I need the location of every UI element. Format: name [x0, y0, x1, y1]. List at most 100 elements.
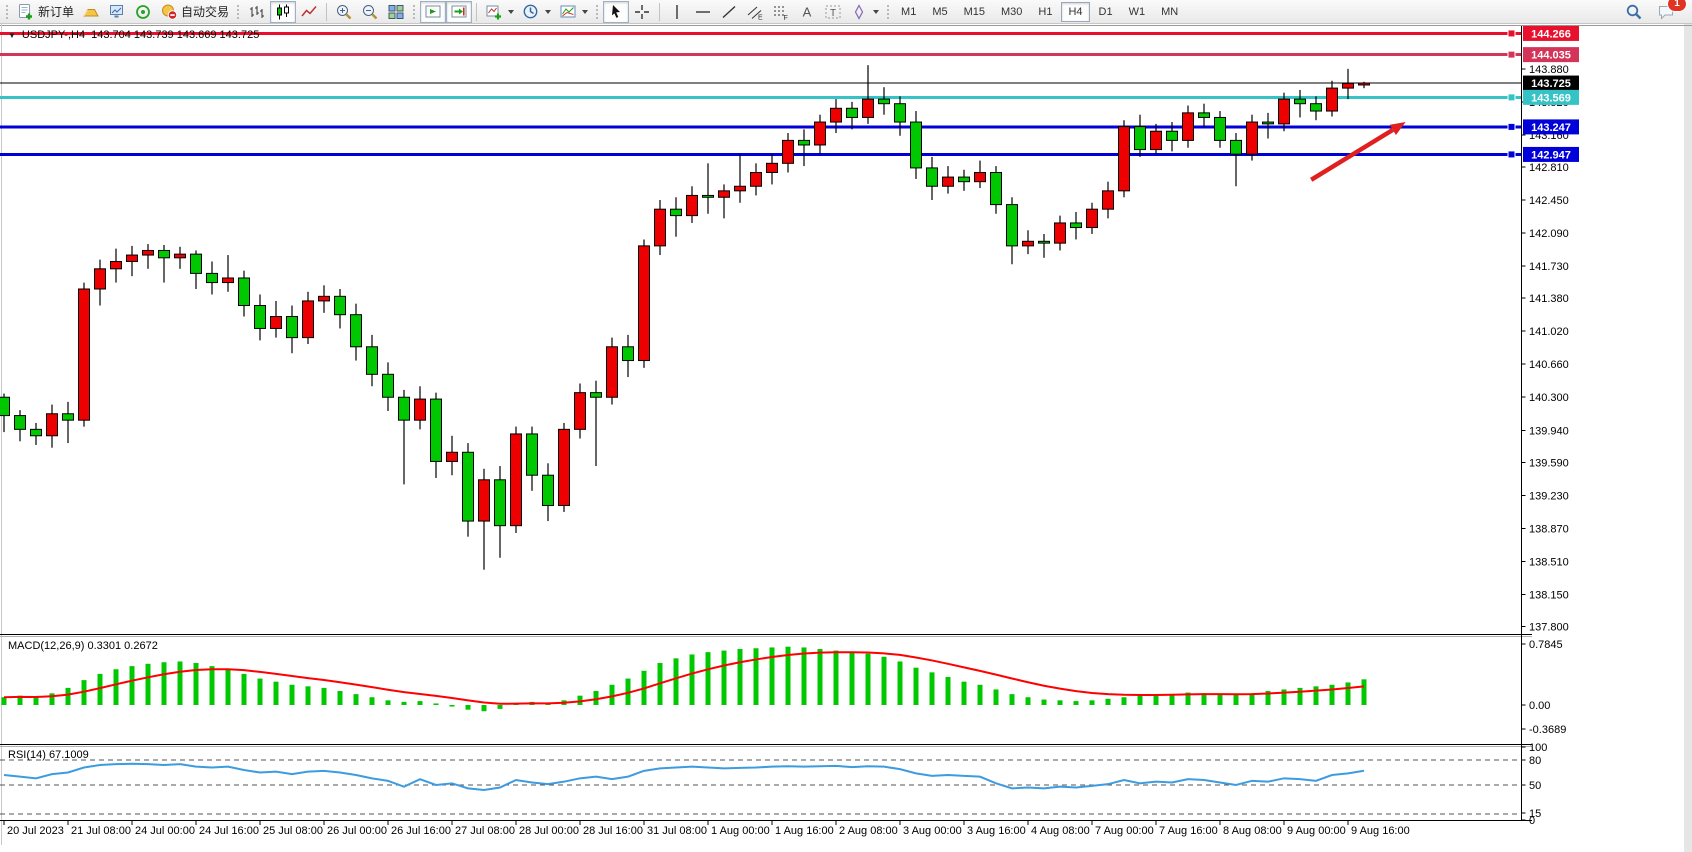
candle-body [830, 107, 842, 123]
zoom-in-button[interactable] [331, 1, 357, 23]
candle-body [1182, 112, 1194, 141]
macd-bar [897, 661, 903, 705]
tile-windows-icon [388, 4, 404, 19]
trendline-tool-button[interactable] [716, 1, 742, 23]
zoom-out-button[interactable] [357, 1, 383, 23]
search-button[interactable] [1621, 1, 1647, 23]
time-axis[interactable]: 20 Jul 2023 21 Jul 08:00 24 Jul 00:00 24 Ju… [3, 820, 1410, 838]
macd-bar [225, 669, 231, 705]
price-tick-label: 141.380 [1529, 293, 1569, 305]
candle-body [1246, 121, 1258, 155]
date-tick-label: 25 Jul 08:00 [263, 825, 323, 837]
toolbar-separator [476, 2, 478, 21]
timeframe-toolbar: M1 M5 M15 M30 H1 H4 D1 W1 MN [894, 1, 1185, 22]
macd-bar [337, 691, 343, 705]
macd-bar [1313, 686, 1319, 705]
text-label-tool-button[interactable]: T [820, 1, 846, 23]
timeframe-button-w1[interactable]: W1 [1122, 2, 1153, 22]
text-tool-button[interactable]: A [794, 1, 820, 23]
timeframe-button-d1[interactable]: D1 [1092, 2, 1120, 22]
candle-body [1022, 240, 1034, 247]
tile-windows-button[interactable] [383, 1, 409, 23]
candle-body [478, 479, 490, 522]
line-anchor[interactable] [1507, 29, 1516, 38]
ohlc-collapse-icon[interactable]: ▼ [8, 30, 16, 40]
rsi-tick-label: 15 [1529, 808, 1541, 820]
autotrade-button[interactable]: 自动交易 [156, 1, 233, 23]
macd-bar [577, 695, 583, 705]
fibonacci-tool-button[interactable]: F [768, 1, 794, 23]
signal-button[interactable] [130, 1, 156, 23]
new-order-button[interactable]: 新订单 [13, 1, 78, 23]
timeframe-button-m15[interactable]: M15 [957, 2, 992, 22]
autotrade-label: 自动交易 [181, 5, 230, 19]
candle-body [1102, 190, 1114, 210]
toolbar-separator [659, 2, 661, 21]
svg-text:F: F [784, 15, 788, 21]
periods-button[interactable] [518, 1, 555, 23]
candle-body [542, 474, 554, 506]
horizontal-line-tool-button[interactable] [690, 1, 716, 23]
date-tick-label: 1 Aug 16:00 [775, 825, 834, 837]
line-anchor[interactable] [1507, 50, 1516, 59]
terminal-button[interactable] [104, 1, 130, 23]
line-chart-button[interactable] [296, 1, 322, 23]
toolbar-grip[interactable] [595, 3, 601, 20]
candle-body [206, 272, 218, 284]
auto-scroll-button[interactable] [420, 0, 447, 23]
toolbar-grip[interactable] [5, 3, 10, 20]
candle-body [414, 398, 426, 421]
line-anchor[interactable] [1507, 122, 1516, 131]
line-anchor[interactable] [1507, 93, 1516, 102]
indicators-button[interactable] [555, 1, 592, 23]
candlestick-chart-icon [277, 4, 290, 19]
svg-text:T: T [830, 7, 836, 18]
timeframe-button-h4[interactable]: H4 [1061, 1, 1090, 22]
timeframe-button-m1[interactable]: M1 [894, 2, 923, 22]
timeframe-button-m5[interactable]: M5 [925, 2, 954, 22]
shapes-tool-button[interactable] [846, 1, 883, 23]
line-anchor[interactable] [1507, 150, 1516, 159]
date-tick-label: 28 Jul 16:00 [583, 825, 643, 837]
toolbar-grip[interactable] [412, 3, 418, 20]
vertical-line-tool-button[interactable] [664, 1, 690, 23]
macd-bar [1009, 694, 1015, 705]
price-badge [1523, 89, 1579, 105]
channel-tool-button[interactable]: E [742, 1, 768, 23]
candle-body [494, 479, 506, 527]
timeframe-button-mn[interactable]: MN [1154, 2, 1185, 22]
price-tick-label: 140.660 [1529, 359, 1569, 371]
bar-chart-button[interactable] [244, 1, 270, 23]
crosshair-tool-button[interactable] [629, 1, 655, 23]
candle-body [1006, 204, 1018, 247]
toolbar-grip[interactable] [886, 3, 892, 20]
macd-bar [785, 646, 791, 705]
arrow-annotation[interactable] [1310, 122, 1406, 182]
timeframe-button-h1[interactable]: H1 [1031, 2, 1059, 22]
macd-bar [913, 667, 919, 705]
new-chart-button[interactable] [481, 1, 518, 23]
macd-tick-label: 0.00 [1529, 700, 1550, 712]
gold-button[interactable] [78, 1, 104, 23]
candle-body [318, 295, 330, 302]
chart-shift-button[interactable] [446, 0, 473, 23]
candle-body [926, 167, 938, 187]
macd-bar [17, 695, 23, 705]
price-tick-label: 143.880 [1529, 64, 1569, 76]
macd-bar [929, 672, 935, 705]
price-badge-label: 144.266 [1531, 28, 1571, 40]
price-tick-label: 141.730 [1529, 261, 1569, 273]
date-tick-label: 9 Aug 16:00 [1351, 825, 1410, 837]
price-badge-label: 144.035 [1531, 50, 1571, 62]
toolbar-grip[interactable] [236, 3, 242, 20]
clock-icon [523, 4, 538, 18]
candle-body [1214, 116, 1226, 141]
candlestick-chart-button[interactable] [270, 0, 297, 23]
rsi-tick-label: 0 [1529, 815, 1535, 827]
candle-body [1342, 83, 1354, 89]
macd-bar [1281, 689, 1287, 705]
new-order-icon [19, 3, 32, 19]
timeframe-button-m30[interactable]: M30 [994, 2, 1029, 22]
cursor-tool-button[interactable] [603, 0, 630, 23]
